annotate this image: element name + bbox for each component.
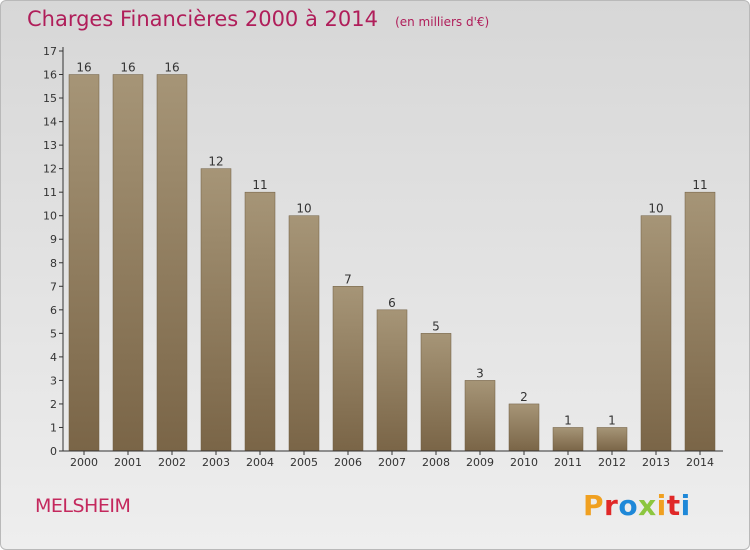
y-tick-label: 3	[50, 374, 57, 387]
bar-2005	[288, 215, 320, 452]
bar-2008	[420, 333, 452, 452]
x-labels-group: 2000 2001 2002 2003 2004 2005 2006 2007 2008 2009…	[70, 451, 714, 469]
bar-2012	[596, 427, 628, 452]
y-tick-label: 9	[50, 233, 57, 246]
y-tick-label: 0	[50, 445, 57, 458]
bar-2007	[376, 309, 408, 452]
data-label: 7	[344, 272, 352, 286]
logo-letter: x	[638, 489, 657, 522]
bar-2011	[552, 427, 584, 452]
logo-letter: P	[583, 489, 605, 522]
data-label: 10	[648, 202, 663, 216]
y-tick-label: 6	[50, 304, 57, 317]
y-tick-label: 11	[43, 186, 57, 199]
y-tick-label: 16	[43, 69, 57, 82]
logo-letter: i	[680, 489, 691, 522]
x-tick-label: 2005	[290, 456, 318, 469]
data-label: 5	[432, 319, 440, 333]
x-tick-label: 2014	[686, 456, 714, 469]
logo-letter: r	[604, 489, 619, 522]
data-label: 1	[608, 413, 616, 427]
logo-letter: t	[666, 489, 681, 522]
y-tick-label: 4	[50, 351, 57, 364]
x-tick-label: 2001	[114, 456, 142, 469]
data-label: 16	[120, 61, 135, 75]
y-tick-label: 2	[50, 398, 57, 411]
logo-letter: i	[656, 489, 667, 522]
data-label: 11	[252, 178, 267, 192]
logo-letter: o	[618, 489, 639, 522]
data-label: 16	[164, 61, 179, 75]
x-tick-label: 2010	[510, 456, 538, 469]
x-tick-label: 2007	[378, 456, 406, 469]
y-tick-label: 5	[50, 327, 57, 340]
proxiti-logo: Proxiti	[583, 489, 691, 522]
y-tick-label: 13	[43, 139, 57, 152]
x-tick-label: 2012	[598, 456, 626, 469]
x-tick-label: 2002	[158, 456, 186, 469]
y-tick-label: 8	[50, 257, 57, 270]
data-label: 16	[76, 61, 91, 75]
x-tick-label: 2000	[70, 456, 98, 469]
x-tick-label: 2003	[202, 456, 230, 469]
data-label: 12	[208, 155, 223, 169]
x-tick-label: 2013	[642, 456, 670, 469]
y-tick-label: 1	[50, 421, 57, 434]
y-tick-label: 7	[50, 280, 57, 293]
bars-group	[68, 74, 716, 452]
data-label: 1	[564, 413, 572, 427]
chart-title-block: Charges Financières 2000 à 2014 (en mill…	[27, 7, 489, 31]
bar-2001	[112, 74, 144, 452]
data-label: 6	[388, 296, 396, 310]
bar-2004	[244, 191, 276, 452]
data-label: 3	[476, 366, 484, 380]
x-tick-label: 2008	[422, 456, 450, 469]
data-label: 2	[520, 390, 528, 404]
bar-2002	[156, 74, 188, 452]
bar-2003	[200, 168, 232, 452]
y-tick-label: 17	[43, 45, 57, 58]
bar-2013	[640, 215, 672, 452]
chart-subtitle: (en milliers d'€)	[395, 15, 490, 29]
x-tick-label: 2011	[554, 456, 582, 469]
bar-2014	[684, 191, 716, 452]
bar-2009	[464, 380, 496, 452]
y-tick-label: 12	[43, 163, 57, 176]
x-tick-label: 2004	[246, 456, 274, 469]
x-tick-label: 2009	[466, 456, 494, 469]
data-label: 10	[296, 202, 311, 216]
bar-2006	[332, 286, 364, 452]
commune-name: MELSHEIM	[35, 495, 131, 517]
bar-2000	[68, 74, 100, 452]
y-tick-label: 15	[43, 92, 57, 105]
data-label: 11	[692, 178, 707, 192]
bar-2010	[508, 403, 540, 452]
chart-title: Charges Financières 2000 à 2014	[27, 7, 378, 31]
x-tick-label: 2006	[334, 456, 362, 469]
y-tick-label: 14	[43, 116, 57, 129]
y-tick-label: 10	[43, 210, 57, 223]
